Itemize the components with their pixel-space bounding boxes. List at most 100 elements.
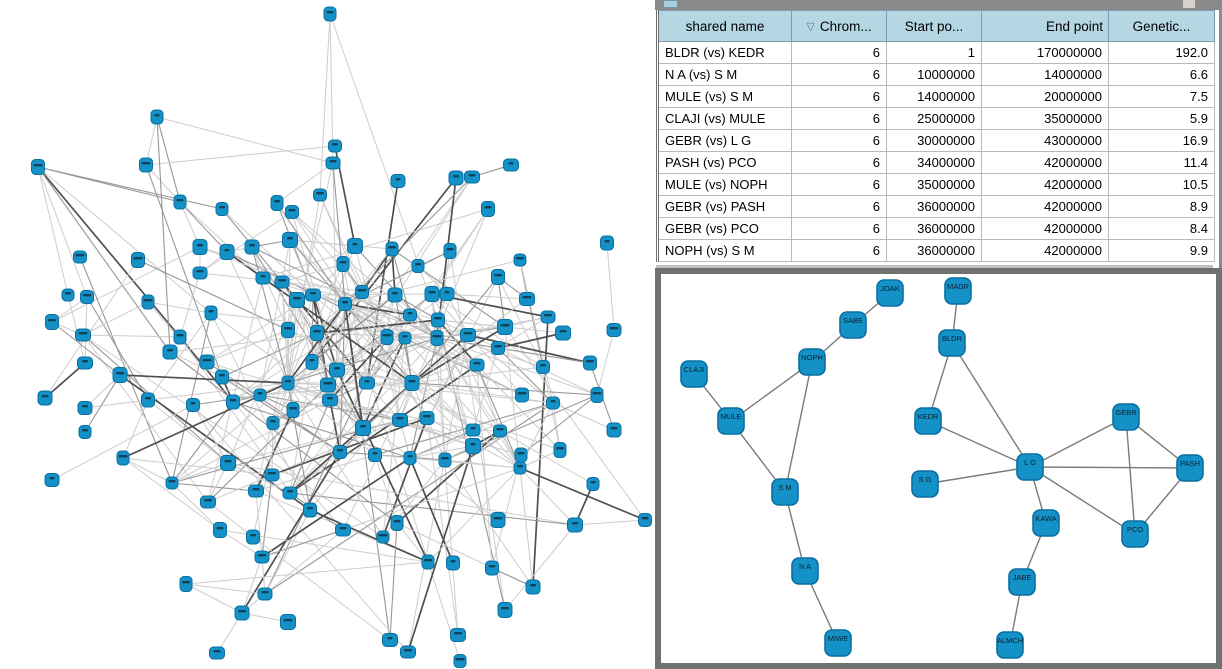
network-node[interactable] [359, 376, 375, 390]
table-row[interactable]: PASH (vs) PCO 6 34000000 42000000 11.4 [657, 151, 1215, 174]
network-node[interactable] [398, 331, 412, 345]
network-node-jabe[interactable]: JABE [1008, 568, 1036, 596]
network-node[interactable] [368, 448, 382, 462]
column-header-shared-name[interactable]: shared name [657, 10, 792, 42]
network-node[interactable] [150, 109, 164, 125]
network-edge-noph-s-m[interactable] [784, 361, 813, 493]
network-node-s-m[interactable]: S M [771, 478, 799, 506]
network-node-miwe[interactable]: MIWE [824, 629, 852, 657]
network-node-noph[interactable]: NOPH [798, 348, 826, 376]
network-node[interactable] [139, 157, 153, 173]
network-node[interactable] [469, 358, 485, 372]
network-node[interactable] [431, 312, 445, 328]
network-node[interactable] [282, 232, 298, 248]
network-node[interactable] [380, 329, 394, 345]
network-node[interactable] [403, 308, 417, 322]
network-node[interactable] [112, 367, 128, 383]
network-node[interactable] [546, 396, 560, 410]
network-node[interactable] [199, 354, 215, 370]
network-node[interactable] [173, 329, 187, 345]
network-node[interactable] [131, 252, 145, 268]
network-node[interactable] [387, 287, 403, 303]
network-node[interactable] [310, 325, 324, 341]
network-node[interactable] [255, 271, 271, 285]
column-header-chrom[interactable]: ▽ Chrom... [791, 10, 887, 42]
network-edge-noph-mule[interactable] [730, 361, 813, 422]
network-node[interactable] [553, 442, 567, 458]
network-edge-l-g-pash[interactable] [1029, 466, 1191, 469]
network-node[interactable] [448, 170, 464, 186]
network-node[interactable] [179, 576, 193, 592]
filter-icon[interactable]: ▽ [806, 20, 815, 33]
network-node[interactable] [590, 387, 604, 403]
network-node[interactable] [519, 292, 535, 306]
filtered-network-panel[interactable]: JOAK SABE NOPH CLAJI MULE S M N A MIWE MADR BLDR K… [655, 268, 1222, 669]
network-node-claji[interactable]: CLAJI [680, 360, 708, 388]
network-node[interactable] [257, 587, 273, 601]
network-node[interactable] [173, 194, 187, 210]
network-node[interactable] [320, 377, 336, 393]
network-node[interactable] [264, 468, 280, 482]
network-edge-kedr-l-g[interactable] [927, 420, 1031, 468]
network-node[interactable] [37, 390, 53, 406]
network-edge-s-g-l-g[interactable] [924, 466, 1031, 485]
network-node[interactable] [503, 158, 519, 172]
network-node[interactable] [404, 375, 420, 391]
network-node[interactable] [424, 286, 440, 302]
network-node[interactable] [313, 188, 327, 202]
network-node[interactable] [226, 394, 240, 410]
network-node[interactable] [329, 362, 345, 378]
network-node[interactable] [465, 438, 481, 454]
network-node[interactable] [73, 250, 87, 264]
network-node-pash[interactable]: PASH [1176, 454, 1204, 482]
network-node[interactable] [606, 422, 622, 438]
network-node[interactable] [219, 244, 235, 260]
network-node[interactable] [439, 287, 455, 301]
network-node[interactable] [186, 398, 200, 412]
network-node[interactable] [419, 411, 435, 425]
network-node[interactable] [162, 344, 178, 360]
network-node[interactable] [78, 425, 92, 439]
network-node[interactable] [485, 560, 499, 576]
network-node[interactable] [280, 614, 296, 630]
network-node-gebr[interactable]: GEBR [1112, 403, 1140, 431]
network-node-kedr[interactable]: KEDR [914, 407, 942, 435]
network-node[interactable] [513, 461, 527, 475]
network-node[interactable] [220, 455, 236, 471]
network-node[interactable] [204, 305, 218, 321]
network-node-pco[interactable]: PCO [1121, 520, 1149, 548]
network-node[interactable] [514, 447, 528, 463]
network-node[interactable] [215, 369, 229, 385]
network-node-mule[interactable]: MULE [717, 407, 745, 435]
network-node[interactable] [355, 285, 369, 299]
table-row[interactable]: BLDR (vs) KEDR 6 1 170000000 192.0 [657, 41, 1215, 64]
network-node[interactable] [515, 387, 529, 403]
network-node[interactable] [192, 239, 208, 255]
network-node-bldr[interactable]: BLDR [938, 329, 966, 357]
network-node[interactable] [303, 502, 317, 518]
network-node[interactable] [464, 170, 480, 184]
network-node[interactable] [246, 529, 260, 545]
table-row[interactable]: GEBR (vs) PASH 6 36000000 42000000 8.9 [657, 195, 1215, 218]
table-row[interactable]: GEBR (vs) PCO 6 36000000 42000000 8.4 [657, 217, 1215, 240]
network-node[interactable] [513, 253, 527, 267]
network-node[interactable] [385, 241, 399, 257]
network-node-almch[interactable]: ALMCH [996, 631, 1024, 659]
network-node[interactable] [141, 392, 155, 408]
network-node[interactable] [281, 322, 295, 338]
network-node[interactable] [411, 259, 425, 273]
network-node[interactable] [165, 476, 179, 490]
network-node[interactable] [586, 477, 600, 491]
network-node-kawa[interactable]: KAWA [1032, 509, 1060, 537]
network-node-joak[interactable]: JOAK [876, 279, 904, 307]
network-node[interactable] [555, 325, 571, 341]
network-node-madr[interactable]: MADR [944, 277, 972, 305]
network-node[interactable] [335, 523, 351, 537]
network-node[interactable] [376, 530, 390, 544]
network-node[interactable] [325, 156, 341, 170]
network-node[interactable] [443, 243, 457, 259]
network-edge-l-g-pco[interactable] [1029, 466, 1136, 535]
network-node[interactable] [31, 159, 45, 175]
network-node[interactable] [460, 328, 476, 342]
column-header-start-po[interactable]: Start po... [886, 10, 982, 42]
